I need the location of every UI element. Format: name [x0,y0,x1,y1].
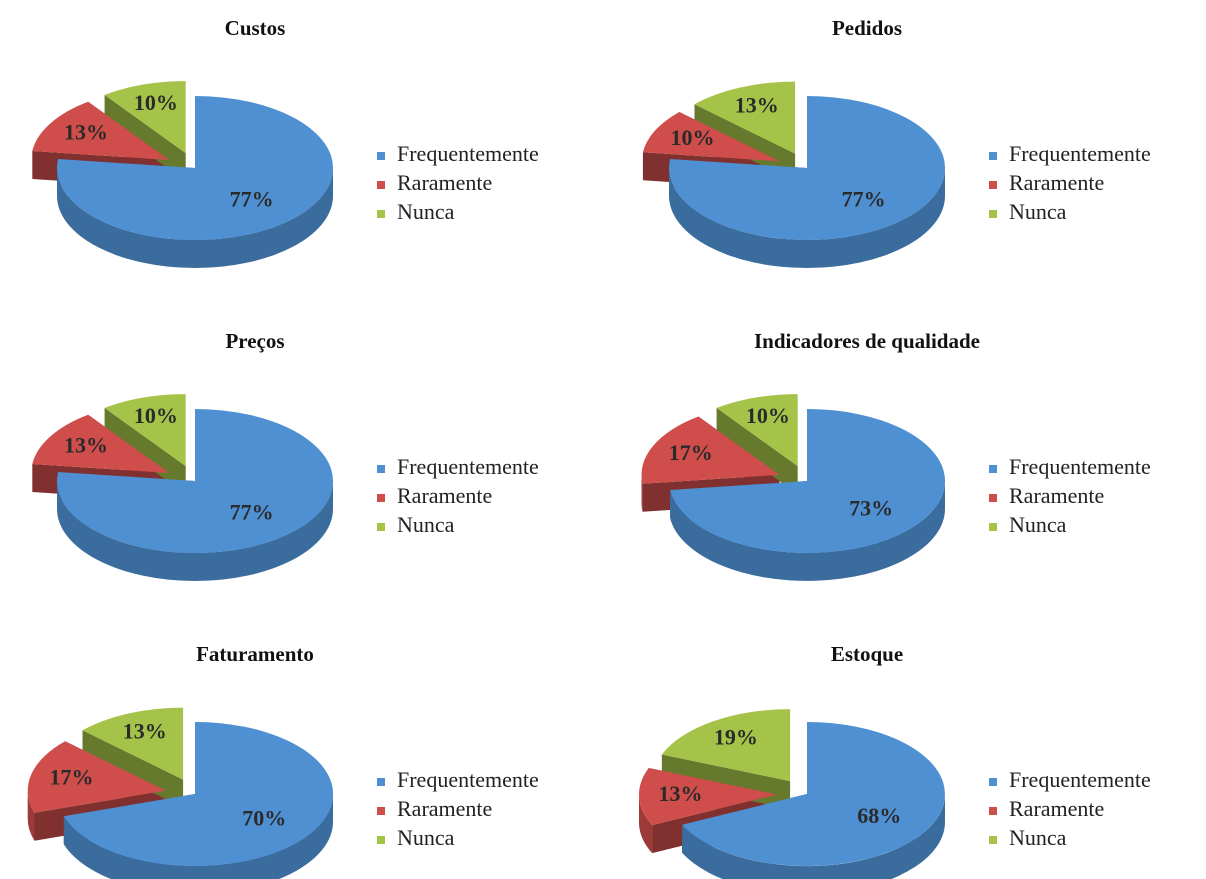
data-label: 70% [242,805,286,830]
legend-label: Frequentemente [1009,767,1151,792]
legend-marker [989,210,997,218]
pie-slice [104,394,186,467]
pie-slice [57,95,334,240]
pie-slice [661,709,791,782]
slice-wall [27,790,35,841]
legend-label: Frequentemente [1009,141,1151,166]
legend-marker [989,807,997,815]
data-label: 10% [670,125,714,150]
legend-label: Frequentemente [397,767,539,792]
legend-label: Raramente [397,170,492,195]
data-label: 77% [230,187,274,212]
legend-label: Raramente [397,483,492,508]
legend-label: Nunca [1009,199,1067,224]
data-label: 19% [714,724,758,749]
legend-marker [377,523,385,531]
pie-slice [641,416,780,484]
data-label: 13% [64,432,108,457]
data-label: 13% [658,781,702,806]
legend-label: Nunca [397,825,455,850]
pie-slice [669,96,946,240]
legend-marker [377,152,385,160]
slice-wall [641,474,643,512]
legend-marker [989,778,997,786]
pie-slice [104,81,186,154]
legend-label: Nunca [397,199,455,224]
data-label: 13% [735,92,779,117]
chart-title: Faturamento [196,642,314,666]
legend-label: Nunca [1009,825,1067,850]
legend-label: Nunca [1009,512,1067,537]
data-label: 13% [123,718,167,743]
data-label: 17% [49,765,93,790]
data-label: 68% [857,803,901,828]
data-label: 10% [134,90,178,115]
chart-title: Pedidos [832,16,902,40]
pie-slice [82,707,184,780]
legend-label: Frequentemente [397,141,539,166]
legend-label: Frequentemente [397,454,539,479]
legend-marker [377,836,385,844]
pie-chart: Preços 77% 13% 10% Frequentemente Raramente Nu… [32,329,539,581]
data-label: 77% [230,500,274,525]
chart-title: Custos [225,16,286,40]
pie-slice [682,722,945,866]
pie-slice [63,722,334,866]
pie-slice [32,101,170,160]
legend-marker [989,465,997,473]
slice-wall [669,168,945,268]
pie-chart: Faturamento 70% 17% 13% Frequentemente Rarame… [27,642,539,879]
legend-label: Raramente [1009,796,1104,821]
chart-title: Estoque [831,642,903,666]
legend-marker [377,807,385,815]
slice-wall [57,168,333,268]
legend-marker [989,836,997,844]
pie-chart: Pedidos 77% 10% 13% Frequentemente Raramente N… [642,16,1151,268]
legend-marker [989,523,997,531]
pie-chart: Estoque 68% 13% 19% Frequentemente Raramente N… [639,642,1151,879]
data-label: 10% [134,403,178,428]
data-label: 10% [746,403,790,428]
legend-marker [377,465,385,473]
pie-chart: Indicadores de qualidade 73% 17% 10% Frequen… [641,329,1151,581]
chart-title: Preços [225,329,284,353]
data-label: 77% [842,187,886,212]
legend-marker [989,181,997,189]
legend-label: Frequentemente [1009,454,1151,479]
legend-marker [989,494,997,502]
pie-slice [639,768,777,826]
data-label: 17% [669,440,713,465]
legend-marker [377,181,385,189]
slice-side [716,407,798,495]
pie-slice [694,81,796,154]
legend-marker [989,152,997,160]
slice-wall [639,794,653,854]
chart-title: Indicadores de qualidade [754,329,980,353]
data-label: 13% [64,119,108,144]
legend-label: Raramente [397,796,492,821]
legend-marker [377,494,385,502]
slice-wall [682,794,945,879]
legend-marker [377,210,385,218]
slice-side [694,104,796,182]
data-label: 73% [849,496,893,521]
pie-chart: Custos 77% 13% 10% Frequentemente Raramente Nu… [32,16,539,268]
legend-label: Raramente [1009,483,1104,508]
legend-marker [377,778,385,786]
pie-slice [670,408,946,553]
pie-slice [57,409,334,553]
slice-wall [670,481,945,581]
pie-slice [716,394,798,467]
pie-slice [32,414,170,473]
legend-label: Raramente [1009,170,1104,195]
pie-slice [27,741,166,813]
legend-label: Nunca [397,512,455,537]
pie-slice [642,112,780,162]
slice-wall [57,481,333,581]
